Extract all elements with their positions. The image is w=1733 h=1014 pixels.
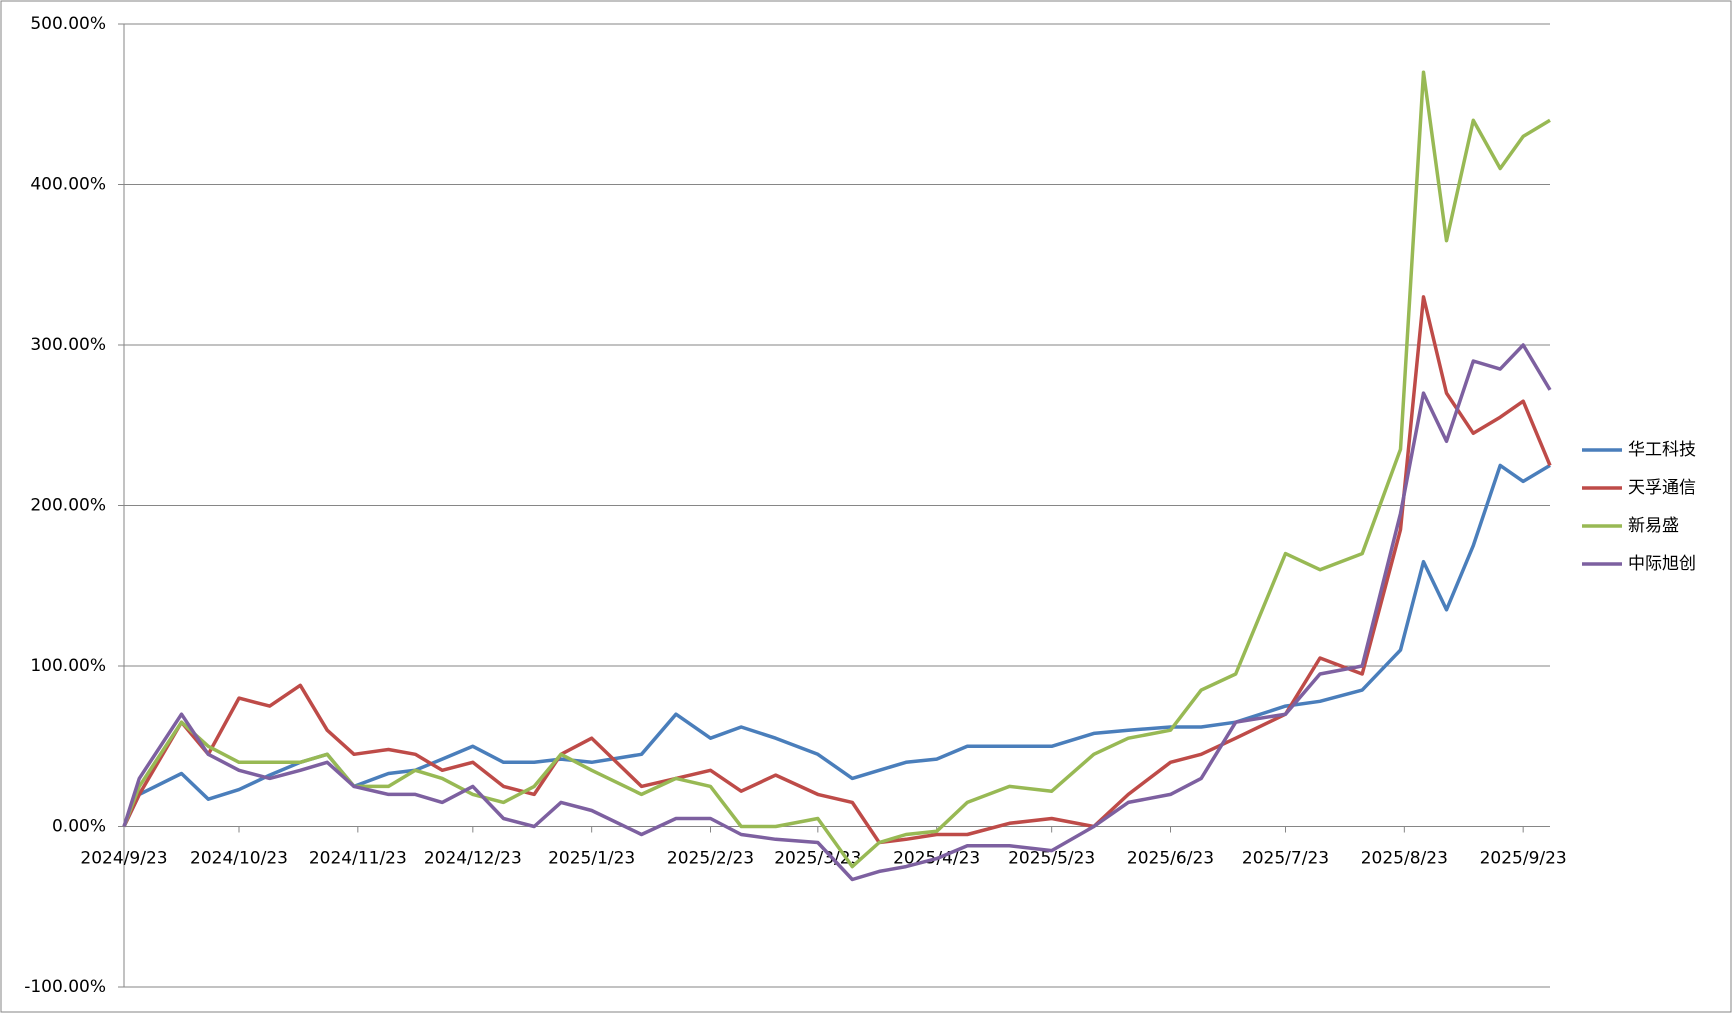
- legend-label: 天孚通信: [1628, 478, 1696, 498]
- y-tick-label: 300.00%: [30, 335, 106, 355]
- y-tick-label: -100.00%: [24, 977, 106, 997]
- x-tick-label: 2024/10/23: [190, 849, 288, 869]
- x-tick-label: 2025/5/23: [1008, 849, 1095, 869]
- x-tick-label: 2025/7/23: [1242, 849, 1329, 869]
- x-tick-label: 2025/6/23: [1127, 849, 1214, 869]
- legend-label: 新易盛: [1628, 516, 1679, 536]
- x-tick-label: 2025/9/23: [1480, 849, 1567, 869]
- series-line: [122, 70, 1551, 869]
- series-line: [122, 343, 1552, 882]
- x-tick-label: 2024/11/23: [309, 849, 407, 869]
- legend-label: 华工科技: [1628, 440, 1696, 460]
- x-tick-label: 2025/1/23: [548, 849, 635, 869]
- x-tick-label: 2024/12/23: [424, 849, 522, 869]
- y-tick-label: 200.00%: [30, 496, 106, 516]
- y-tick-label: 400.00%: [30, 175, 106, 195]
- x-tick-label: 2025/2/23: [667, 849, 754, 869]
- y-tick-label: 0.00%: [52, 817, 106, 837]
- y-tick-label: 500.00%: [30, 14, 106, 34]
- x-tick-label: 2024/9/23: [80, 849, 167, 869]
- legend-label: 中际旭创: [1628, 554, 1696, 574]
- x-tick-label: 2025/8/23: [1361, 849, 1448, 869]
- y-tick-label: 100.00%: [30, 656, 106, 676]
